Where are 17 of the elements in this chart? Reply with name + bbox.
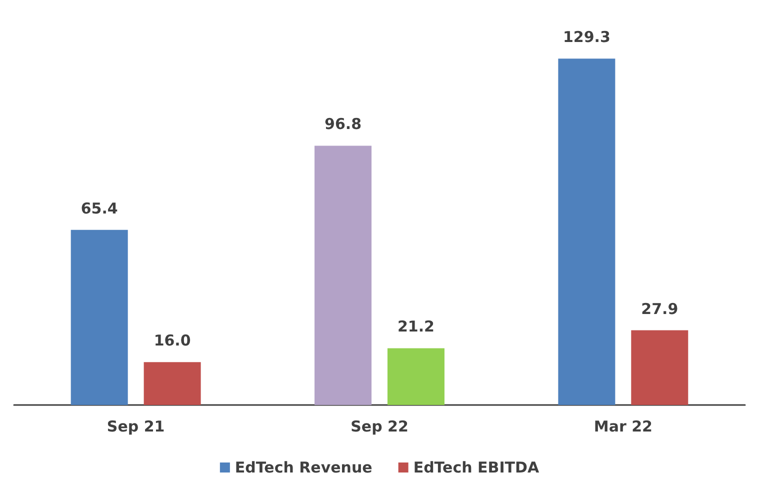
x-tick-label: Sep 21 [106,418,165,436]
bar [558,58,616,405]
data-label: 16.0 [154,332,191,350]
legend-label: EdTech Revenue [234,458,372,476]
bar [314,146,372,405]
data-label: 96.8 [324,115,362,134]
legend-label: EdTech EBITDA [413,458,540,476]
data-label: 27.9 [641,300,678,318]
data-label: 129.3 [562,28,610,46]
bar [387,348,444,405]
bar [631,330,688,405]
data-label: 21.2 [397,318,434,336]
x-tick-label: Sep 22 [350,418,408,436]
bar [70,230,128,405]
x-tick-label: Mar 22 [594,418,652,436]
bar [144,362,201,405]
data-label: 65.4 [80,199,118,218]
